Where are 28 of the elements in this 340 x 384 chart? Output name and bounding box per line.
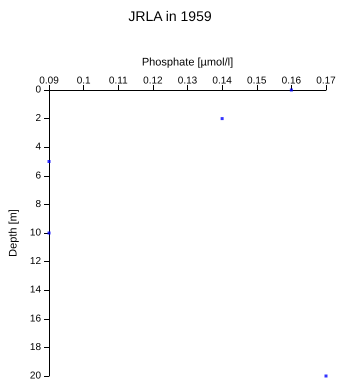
- chart-title: JRLA in 1959: [128, 8, 212, 24]
- y-tick-label: 16: [30, 313, 42, 324]
- x-tick-label: 0.11: [108, 76, 128, 86]
- y-tick-label: 18: [30, 342, 42, 353]
- x-tick-label: 0.12: [143, 76, 164, 86]
- y-tick-label: 8: [35, 198, 42, 210]
- x-axis-title: Phosphate [µmol/l]: [142, 56, 234, 68]
- y-tick-label: 10: [30, 228, 42, 238]
- point: [48, 232, 51, 234]
- y-tick-label: 4: [35, 142, 42, 153]
- x-tick-label: 0.15: [247, 76, 267, 86]
- point: [48, 160, 51, 163]
- y-tick-label: 0: [35, 84, 42, 96]
- x-tick-label: 0.1: [76, 76, 92, 86]
- y-tick-label: 20: [30, 370, 42, 382]
- x-tick-label: 0.16: [282, 76, 302, 86]
- x-tick-label: 0.17: [316, 76, 336, 86]
- y-axis-title: Depth [m]: [8, 209, 20, 257]
- x-tick-label: 0.09: [39, 76, 60, 86]
- y-tick-label: 12: [30, 256, 42, 268]
- x-tick-label: 0.13: [178, 76, 198, 86]
- x-tick-label: 0.14: [212, 76, 232, 86]
- y-tick-label: 2: [35, 113, 42, 124]
- y-tick-label: 14: [30, 284, 42, 296]
- point: [290, 88, 293, 92]
- y-tick-label: 6: [35, 170, 42, 182]
- point: [324, 374, 328, 378]
- point: [220, 117, 224, 120]
